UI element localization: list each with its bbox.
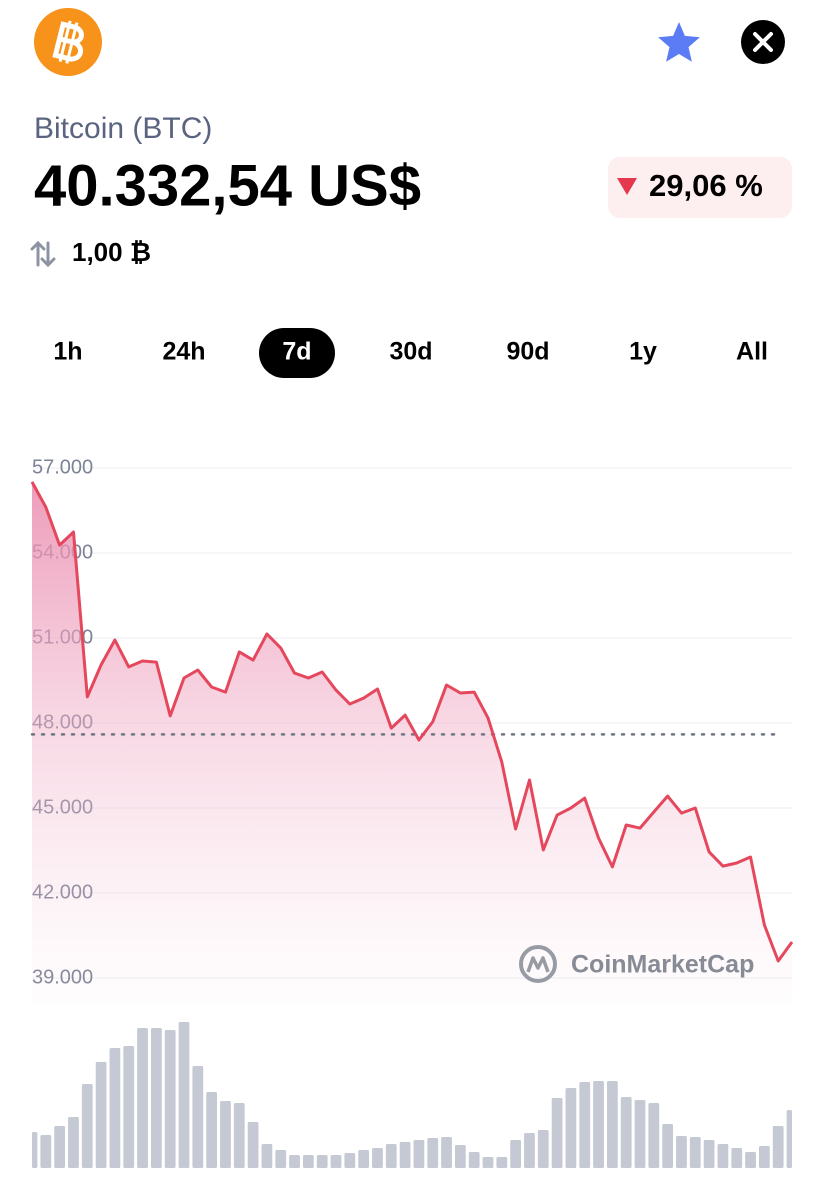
tab[interactable]: 1y [629, 338, 657, 366]
volume-bar [385, 1144, 397, 1168]
volume-bar [316, 1155, 328, 1168]
volume-bar [454, 1145, 466, 1168]
volume-bar [786, 1110, 792, 1168]
volume-bar [358, 1150, 370, 1168]
volume-bar [772, 1126, 784, 1168]
volume-bar [302, 1155, 314, 1168]
volume-bar [137, 1028, 148, 1168]
volume-bar [482, 1157, 494, 1168]
swap-icon[interactable] [30, 240, 56, 268]
price-area [32, 481, 792, 1005]
volume-bar [648, 1103, 660, 1168]
volume-bar [150, 1028, 162, 1168]
change-badge [608, 157, 792, 218]
down-arrow [617, 178, 637, 195]
price: 40.332,54 US$ [34, 153, 421, 218]
tab[interactable]: 7d [282, 338, 311, 366]
volume-bar [68, 1117, 79, 1168]
volume-bar [40, 1135, 52, 1168]
volume-bar [745, 1152, 756, 1168]
close-button[interactable] [741, 20, 785, 64]
volume-bar [441, 1137, 452, 1168]
volume-bar [717, 1144, 729, 1168]
volume-bar [81, 1084, 93, 1168]
volume-bar [164, 1030, 176, 1168]
watermark-logo-ring [519, 945, 557, 983]
coin-logo-glyph [52, 20, 84, 64]
watermark-logo [519, 945, 557, 983]
coin-name: Bitcoin (BTC) [34, 112, 212, 145]
volume-bar [565, 1088, 577, 1168]
volume-bar [261, 1144, 273, 1168]
volume-bar [551, 1098, 563, 1168]
volume-bar [178, 1022, 190, 1168]
volume-bar [468, 1152, 480, 1168]
volume-bar [606, 1081, 618, 1168]
volume-bar [662, 1124, 674, 1168]
tab[interactable]: 30d [389, 338, 432, 366]
watermark-logo-m [526, 956, 550, 973]
volume-bar [399, 1142, 411, 1168]
favorite-button[interactable] [658, 22, 700, 62]
volume-bar [427, 1138, 439, 1168]
volume-bar [109, 1048, 121, 1168]
tab[interactable]: All [736, 338, 768, 366]
volume-bar [537, 1130, 549, 1168]
change-percent: 29,06 % [649, 168, 763, 203]
volume-bar [758, 1146, 770, 1168]
volume-bar [496, 1157, 508, 1168]
volume-bar [579, 1082, 591, 1168]
y-tick-label: 57.000 [32, 456, 93, 478]
volume-bar [192, 1066, 204, 1168]
volume-bar [689, 1137, 701, 1168]
volume-bar [233, 1103, 245, 1168]
volume-bar [344, 1153, 356, 1168]
volume-bar [510, 1140, 522, 1168]
tab[interactable]: 1h [53, 338, 82, 366]
volume-bar [275, 1150, 287, 1168]
volume-bar [413, 1140, 425, 1168]
volume-bar [95, 1062, 107, 1168]
volume-bar [289, 1155, 300, 1168]
volume-bar [593, 1081, 604, 1168]
volume-bar [620, 1097, 632, 1168]
volume-bar [703, 1140, 715, 1168]
tab[interactable]: 90d [506, 338, 549, 366]
volume-bar [206, 1092, 218, 1168]
tab-selected-bg[interactable] [259, 328, 335, 378]
volume-bar [123, 1046, 135, 1168]
conversion: 1,00 ₿ [72, 237, 151, 267]
volume-bar [634, 1100, 646, 1168]
volume-bar [372, 1148, 383, 1168]
volume-bar [54, 1126, 66, 1168]
volume-bar [524, 1133, 535, 1168]
volume-bar [32, 1132, 38, 1168]
watermark: CoinMarketCap [571, 951, 754, 979]
volume-bar [676, 1136, 687, 1168]
volume-bar [731, 1148, 743, 1168]
volume-bar [220, 1101, 231, 1168]
tab[interactable]: 24h [162, 338, 205, 366]
price-line [30, 481, 794, 963]
volume-bar [330, 1155, 342, 1168]
volume-bar [247, 1122, 259, 1168]
